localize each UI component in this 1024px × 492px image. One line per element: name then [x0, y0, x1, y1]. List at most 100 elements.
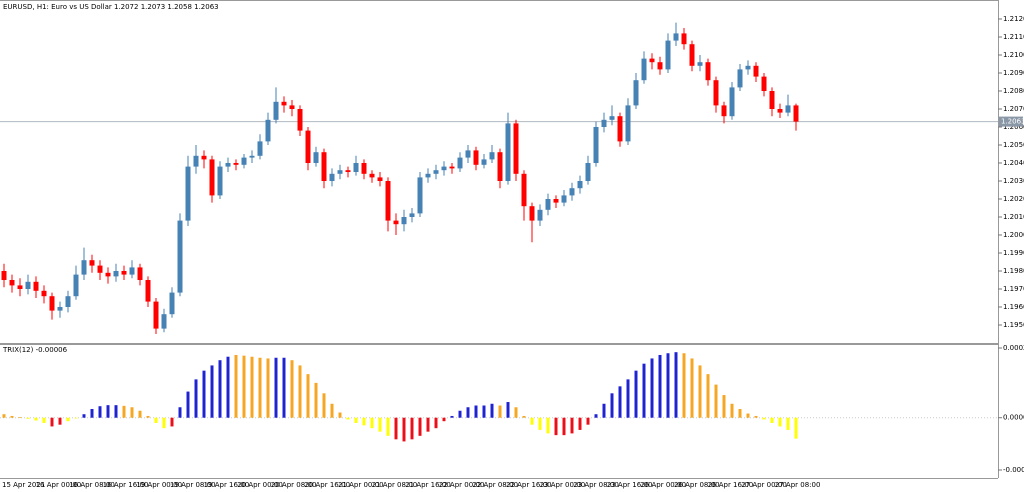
candle-body [209, 159, 215, 196]
candle-body [457, 157, 463, 169]
histogram-bar [458, 410, 462, 418]
histogram-bar [610, 393, 614, 418]
candle-body [289, 105, 295, 109]
histogram-bar [298, 365, 302, 418]
histogram-bar [426, 417, 430, 432]
histogram-bar [234, 354, 238, 418]
candle-body [337, 170, 343, 174]
histogram-bar [570, 417, 574, 434]
y-tick-label: 1.2110 [1003, 33, 1024, 41]
histogram-bar [146, 415, 150, 418]
candle-body [769, 91, 775, 109]
x-tick-label: 16 Apr 16:00 [103, 481, 149, 489]
histogram-bar [418, 417, 422, 436]
x-tick-label: 22 Apr 00:00 [439, 481, 485, 489]
candle-body [545, 199, 551, 210]
y-tick-label: 1.2030 [1003, 177, 1024, 185]
histogram-bar [786, 417, 790, 430]
candle-body [153, 301, 159, 329]
y-tick-label: 1.2070 [1003, 105, 1024, 113]
histogram-bar [58, 417, 62, 425]
candle-body [473, 150, 479, 165]
histogram-bar [386, 417, 390, 436]
candle-body [425, 173, 431, 178]
y-tick-label: 1.1960 [1003, 303, 1024, 311]
candle-body [657, 62, 663, 70]
candle-body [649, 58, 655, 63]
x-tick-label: 22 Apr 08:00 [472, 481, 518, 489]
histogram-bar [354, 417, 358, 423]
candle-body [513, 123, 519, 174]
candle-body [601, 119, 607, 127]
x-tick-label: 19 Apr 00:00 [136, 481, 182, 489]
histogram-bar [290, 360, 294, 418]
candle-body [481, 159, 487, 165]
candle-body [729, 87, 735, 117]
histogram-bar [2, 414, 6, 418]
histogram-bar [154, 417, 158, 423]
histogram-bar [466, 407, 470, 418]
x-tick-label: 26 Apr 00:00 [640, 481, 686, 489]
histogram-bar [66, 417, 70, 422]
y-tick-label: 1.2010 [1003, 213, 1024, 221]
histogram-bar [442, 417, 446, 422]
candle-body [57, 307, 63, 311]
candle-body [777, 109, 783, 113]
histogram-bar [666, 353, 670, 418]
candle-body [665, 40, 671, 70]
histogram-bar [50, 417, 54, 427]
x-tick-label: 27 Apr 08:00 [775, 481, 821, 489]
histogram-bar [314, 382, 318, 418]
candle-body [1, 271, 7, 280]
candle-body [161, 314, 167, 329]
candle-body [25, 281, 31, 289]
histogram-bar [178, 407, 182, 418]
candle-body [121, 271, 127, 275]
histogram-bar [722, 395, 726, 418]
histogram-bar [634, 370, 638, 418]
histogram-bar [770, 417, 774, 423]
indicator-title: TRIX(12) -0.00006 [2, 346, 68, 354]
candle-body [529, 206, 535, 221]
histogram-bar [498, 405, 502, 418]
y-tick-label: 1.2090 [1003, 69, 1024, 77]
x-tick-label: 26 Apr 16:00 [708, 481, 754, 489]
histogram-bar [90, 409, 94, 418]
current-price-label: 1.2063 [1001, 118, 1024, 126]
x-tick-label: 15 Apr 2021 [2, 481, 45, 489]
histogram-bar [306, 374, 310, 418]
histogram-bar [394, 417, 398, 440]
histogram-bar [618, 386, 622, 418]
candle-body [145, 280, 151, 302]
candle-body [433, 170, 439, 174]
candle-body [233, 163, 239, 165]
histogram-bar [274, 357, 278, 418]
histogram-bar [186, 391, 190, 418]
candle-body [393, 220, 399, 225]
candle-body [737, 69, 743, 88]
y-tick-label: 1.1970 [1003, 285, 1024, 293]
candle-body [689, 44, 695, 66]
histogram-bar [674, 352, 678, 418]
candle-body [505, 123, 511, 181]
candle-body [225, 163, 231, 167]
candle-body [273, 101, 279, 120]
candle-body [137, 267, 143, 280]
candle-body [169, 292, 175, 315]
candle-body [721, 105, 727, 117]
candle-body [641, 58, 647, 81]
histogram-bar [658, 354, 662, 418]
histogram-bar [514, 407, 518, 418]
y-tick-label: -0.00015 [1003, 466, 1024, 474]
candle-body [249, 155, 255, 158]
x-tick-label: 27 Apr 00:00 [741, 481, 787, 489]
candle-body [673, 33, 679, 41]
candle-body [785, 105, 791, 113]
histogram-bar [554, 417, 558, 436]
histogram-bar [682, 353, 686, 418]
y-tick-label: 0.00000 [1003, 414, 1024, 422]
candle-body [625, 105, 631, 142]
candle-body [577, 181, 583, 189]
candle-body [561, 195, 567, 203]
x-tick-label: 16 Apr 00:00 [36, 481, 82, 489]
